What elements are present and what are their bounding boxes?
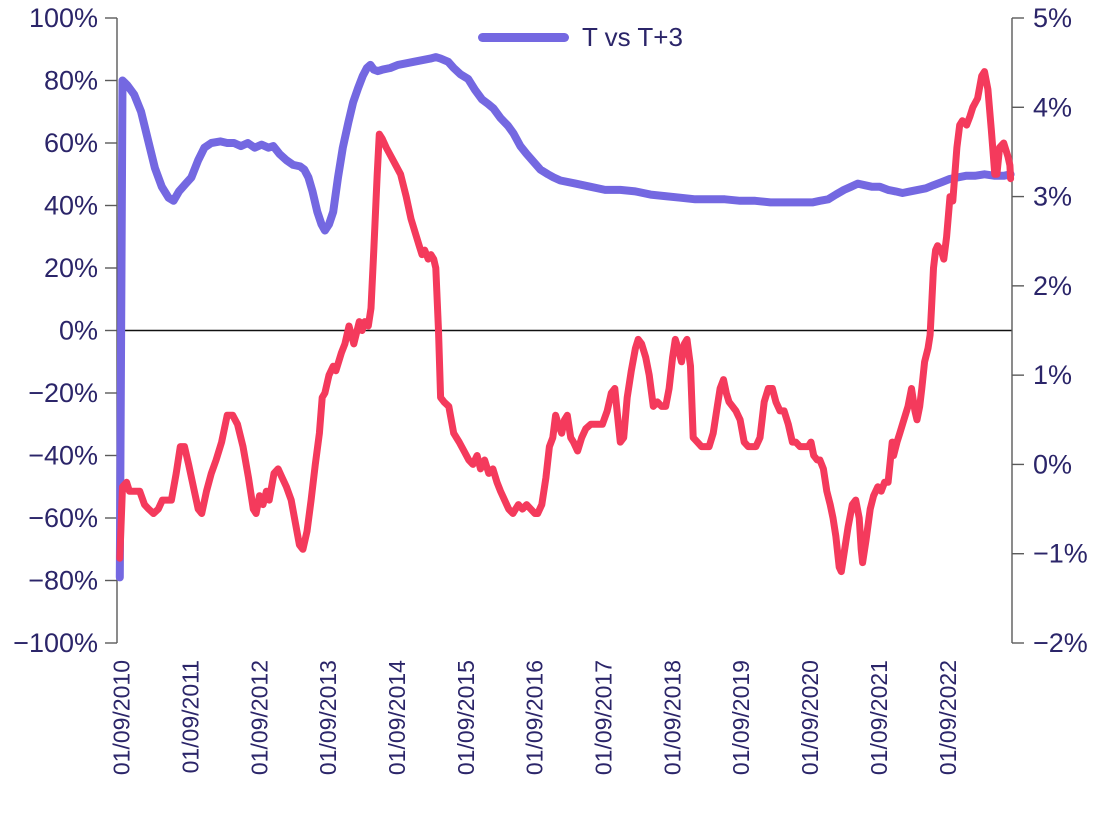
x-axis-tick-label: 01/09/2017 bbox=[591, 660, 617, 775]
x-axis-tick-label: 01/09/2016 bbox=[522, 660, 548, 775]
x-axis-tick-label: 01/09/2011 bbox=[177, 660, 203, 773]
right-axis-tick-label: −1% bbox=[1033, 539, 1088, 569]
right-axis-tick-label: 3% bbox=[1033, 182, 1072, 212]
x-axis-tick-label: 01/09/2014 bbox=[384, 660, 410, 775]
x-axis-tick-label: 01/09/2022 bbox=[935, 660, 961, 775]
series-line-t_vs_t3 bbox=[115, 53, 1015, 582]
left-axis-tick-label: −60% bbox=[28, 503, 98, 533]
x-axis-tick-label: 01/09/2013 bbox=[315, 660, 341, 775]
series-line-red_series bbox=[116, 68, 1015, 576]
x-axis-tick-label: 01/09/2018 bbox=[659, 660, 685, 775]
x-axis-tick-label: 01/09/2010 bbox=[109, 660, 135, 775]
left-axis-tick-label: 40% bbox=[44, 191, 98, 221]
left-axis-tick-label: 20% bbox=[44, 253, 98, 283]
left-axis-tick-label: −20% bbox=[28, 378, 98, 408]
left-axis-tick-label: 100% bbox=[29, 3, 98, 33]
chart-legend: T vs T+3 bbox=[478, 24, 683, 50]
left-axis-tick-label: −100% bbox=[13, 628, 98, 658]
x-axis-tick-label: 01/09/2019 bbox=[728, 660, 754, 775]
left-axis-tick-label: −40% bbox=[28, 441, 98, 471]
left-axis-tick-label: −80% bbox=[28, 566, 98, 596]
x-axis-tick-label: 01/09/2012 bbox=[246, 660, 272, 775]
left-axis-tick-label: 80% bbox=[44, 66, 98, 96]
right-axis-tick-label: 0% bbox=[1033, 449, 1072, 479]
x-axis-tick-label: 01/09/2021 bbox=[866, 660, 892, 775]
right-axis-tick-label: 2% bbox=[1033, 271, 1072, 301]
right-axis-tick-label: −2% bbox=[1033, 628, 1088, 658]
legend-label: T vs T+3 bbox=[582, 22, 683, 52]
legend-line-swatch bbox=[478, 32, 569, 42]
left-axis-tick-label: 60% bbox=[44, 128, 98, 158]
x-axis-tick-label: 01/09/2020 bbox=[797, 660, 823, 775]
right-axis-tick-label: 1% bbox=[1033, 360, 1072, 390]
x-axis-tick-label: 01/09/2015 bbox=[453, 660, 479, 775]
right-axis-tick-label: 5% bbox=[1033, 3, 1072, 33]
right-axis-tick-label: 4% bbox=[1033, 92, 1072, 122]
left-axis-tick-label: 0% bbox=[59, 316, 98, 346]
